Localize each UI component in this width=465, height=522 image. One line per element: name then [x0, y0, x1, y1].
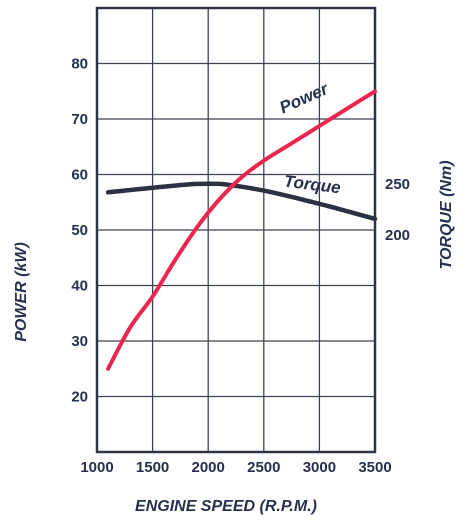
- x-tick-label: 1500: [136, 459, 169, 476]
- x-tick-label: 2500: [247, 459, 280, 476]
- y-tick-label: 30: [71, 333, 88, 350]
- y2-tick-label: 200: [385, 227, 410, 244]
- y-tick-label: 60: [71, 167, 88, 184]
- y-tick-label: 70: [71, 111, 88, 128]
- y2-axis-title: TORQUE (Nm): [438, 160, 455, 269]
- plot-frame: [95, 6, 377, 454]
- ticks-layer: 1000 1500 2000 2500 3000 3500 20 30 40 50 60 70 80 25…: [71, 56, 410, 477]
- y-tick-label: 40: [71, 278, 88, 295]
- series-line-power: [106, 89, 377, 371]
- y-tick-label: 80: [71, 56, 88, 73]
- x-axis-title: ENGINE SPEED (R.P.M.): [135, 498, 317, 515]
- x-tick-label: 1000: [80, 459, 113, 476]
- y-tick-label: 50: [71, 222, 88, 239]
- x-tick-label: 3500: [358, 459, 391, 476]
- series-line-torque: [105, 181, 378, 222]
- x-tick-label: 3000: [303, 459, 336, 476]
- x-tick-label: 2000: [192, 459, 225, 476]
- series-layer: [105, 89, 378, 371]
- y-tick-label: 20: [71, 389, 88, 406]
- y-axis-title: POWER (kW): [13, 242, 30, 342]
- y2-tick-label: 250: [385, 176, 410, 193]
